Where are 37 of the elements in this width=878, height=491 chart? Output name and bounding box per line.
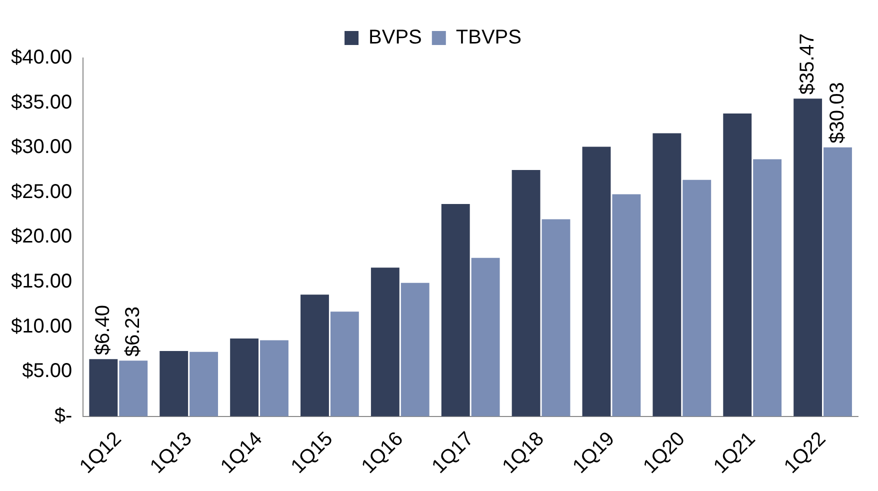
bar — [612, 194, 641, 416]
data-label: $35.47 — [796, 33, 818, 95]
bar — [400, 282, 430, 416]
bar — [89, 359, 118, 416]
bar — [300, 294, 329, 416]
y-tick-label: $30.00 — [11, 136, 72, 158]
y-tick-label: $5.00 — [22, 360, 72, 382]
bar — [119, 360, 148, 416]
data-label: $6.40 — [92, 305, 114, 356]
bar — [471, 258, 500, 416]
bar — [370, 268, 400, 416]
y-tick-label: $20.00 — [11, 226, 72, 248]
bar — [230, 338, 259, 416]
bar — [441, 204, 470, 416]
bar — [190, 352, 218, 416]
y-tick-label: $25.00 — [11, 180, 72, 203]
bar — [824, 147, 852, 416]
y-tick-label: $40.00 — [11, 46, 72, 69]
data-label: $30.03 — [826, 82, 848, 144]
bar — [260, 340, 288, 416]
y-tick-label: $10.00 — [11, 315, 72, 338]
y-tick-label: $15.00 — [11, 270, 72, 293]
bar — [542, 219, 570, 416]
legend-label: TBVPS — [456, 26, 522, 49]
bar — [723, 114, 752, 416]
bar — [652, 133, 682, 416]
data-label: $6.23 — [122, 306, 144, 357]
bar — [794, 98, 822, 416]
bar — [753, 159, 782, 416]
bar — [582, 146, 611, 416]
bar — [160, 351, 188, 416]
bar — [682, 180, 712, 416]
bar — [330, 312, 359, 416]
y-tick-label: $35.00 — [11, 91, 72, 114]
y-tick-label: $- — [54, 404, 72, 427]
bar — [512, 170, 540, 416]
legend-label: BVPS — [368, 26, 422, 49]
